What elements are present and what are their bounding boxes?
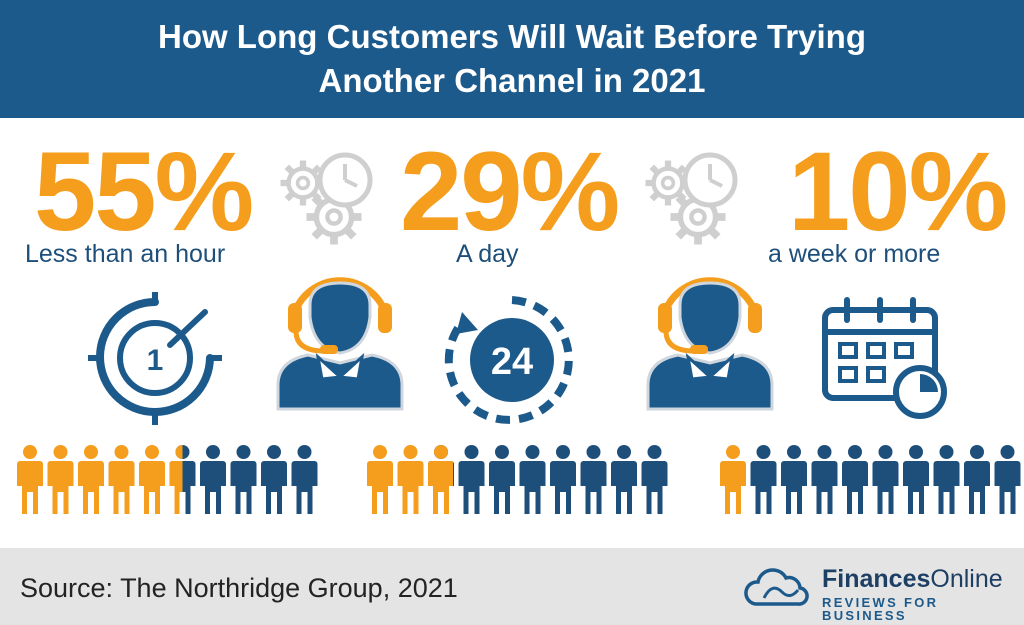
person-icon	[108, 445, 135, 514]
cloud-logo-icon	[744, 568, 809, 606]
person-icon	[964, 445, 990, 514]
title-line-1: How Long Customers Will Wait Before Tryi…	[157, 18, 867, 55]
stopwatch-number: 1	[147, 344, 164, 377]
person-icon	[200, 445, 226, 514]
person-icon	[903, 445, 929, 514]
stat-label-1: Less than an hour	[25, 240, 226, 268]
title-line-2: Another Channel in 2021	[318, 62, 706, 99]
stopwatch-1-icon	[88, 292, 222, 425]
person-icon	[519, 445, 546, 514]
calendar-clock-icon	[822, 297, 947, 419]
stat-value-3: 10%	[788, 129, 1008, 254]
brand-name: FinancesOnline	[822, 567, 1003, 592]
brand-bold: Finances	[822, 565, 931, 593]
person-icon	[397, 445, 424, 514]
people-rows	[17, 445, 1021, 514]
person-icon	[811, 445, 838, 514]
person-icon	[291, 445, 318, 514]
stat-value-2: 29%	[400, 129, 620, 254]
person-icon	[750, 445, 777, 514]
person-icon	[367, 445, 393, 514]
source-text: Source: The Northridge Group, 2021	[20, 573, 458, 603]
person-icon	[994, 445, 1021, 514]
person-icon	[641, 445, 668, 514]
stat-label-2: A day	[456, 240, 519, 268]
person-icon	[872, 445, 899, 514]
person-icon	[842, 445, 868, 514]
person-icon	[428, 445, 454, 514]
person-icon	[611, 445, 637, 514]
gears-icon-left	[281, 152, 373, 245]
person-icon	[17, 445, 43, 514]
person-icon	[139, 445, 165, 514]
brand-regular: Online	[930, 565, 1003, 593]
person-icon	[230, 445, 257, 514]
person-icon	[580, 445, 607, 514]
person-icon	[458, 445, 485, 514]
person-icon	[550, 445, 576, 514]
agent-icon-left	[278, 281, 402, 409]
stat-label-3: a week or more	[768, 240, 941, 268]
agent-icon-right	[648, 281, 772, 409]
gears-icon-right	[646, 152, 738, 245]
clock-number: 24	[491, 341, 533, 383]
person-icon	[47, 445, 74, 514]
person-icon	[261, 445, 287, 514]
person-icon	[169, 445, 196, 514]
person-icon	[489, 445, 515, 514]
clock-24-icon	[444, 296, 573, 424]
person-icon	[720, 445, 746, 514]
person-icon	[933, 445, 960, 514]
header-banner: How Long Customers Will Wait Before Tryi…	[0, 0, 1024, 118]
footer-bar	[0, 548, 1024, 625]
person-icon	[781, 445, 807, 514]
brand-tagline: REVIEWS FOR BUSINESS	[822, 595, 939, 623]
illustration-layer: 1 24	[17, 152, 1021, 514]
stat-value-1: 55%	[34, 129, 254, 254]
person-icon	[78, 445, 104, 514]
